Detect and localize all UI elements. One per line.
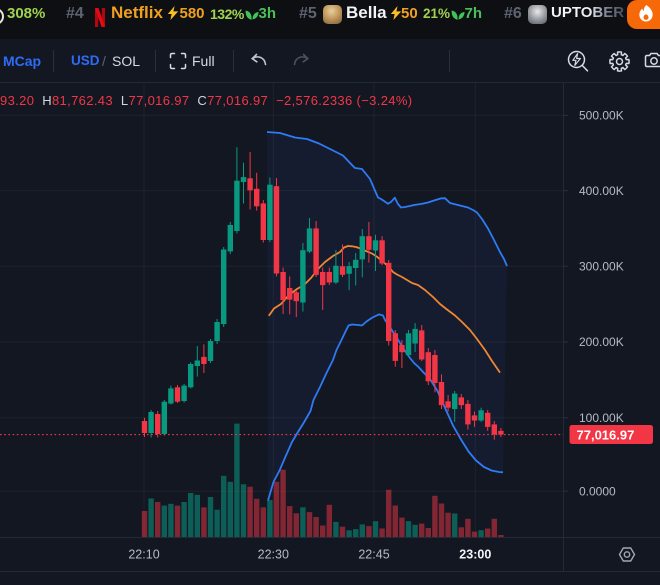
svg-text:500.00K: 500.00K bbox=[579, 109, 624, 123]
svg-text:22:10: 22:10 bbox=[128, 548, 159, 562]
svg-text:77,016.97: 77,016.97 bbox=[577, 428, 635, 443]
svg-text:93.20 H81,762.43 L77,016.97: 93.20 H81,762.43 L77,016.97 C77,016.97 −… bbox=[0, 93, 412, 108]
svg-text:0.0000: 0.0000 bbox=[579, 484, 616, 498]
svg-text:300.00K: 300.00K bbox=[579, 259, 624, 273]
svg-text:23:00: 23:00 bbox=[459, 548, 491, 562]
svg-text:100.00K: 100.00K bbox=[579, 411, 624, 425]
svg-text:22:45: 22:45 bbox=[358, 548, 389, 562]
svg-text:22:30: 22:30 bbox=[258, 548, 289, 562]
svg-text:400.00K: 400.00K bbox=[579, 184, 624, 198]
svg-text:200.00K: 200.00K bbox=[579, 335, 624, 349]
